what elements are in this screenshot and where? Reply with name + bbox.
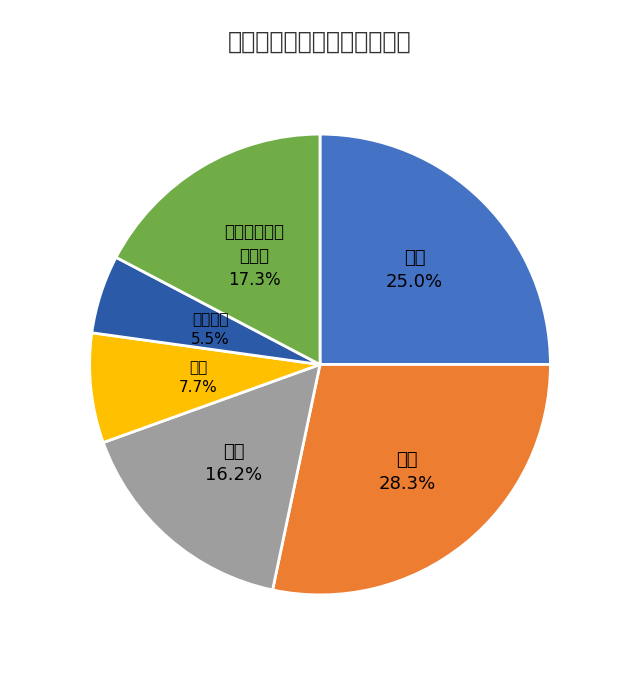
Wedge shape	[320, 134, 550, 364]
Wedge shape	[92, 257, 320, 364]
Text: ４つ
7.7%: ４つ 7.7%	[179, 360, 218, 394]
Wedge shape	[273, 364, 550, 595]
Text: ５つ以上
5.5%: ５つ以上 5.5%	[191, 312, 230, 347]
Wedge shape	[116, 134, 320, 364]
Text: ２つ
28.3%: ２つ 28.3%	[378, 451, 436, 493]
Title: いくつ習い事をしているか？: いくつ習い事をしているか？	[228, 30, 412, 54]
Text: 習い事はして
いない
17.3%: 習い事はして いない 17.3%	[225, 223, 284, 289]
Text: ３つ
16.2%: ３つ 16.2%	[205, 443, 262, 485]
Text: １つ
25.0%: １つ 25.0%	[386, 249, 443, 291]
Wedge shape	[90, 333, 320, 443]
Wedge shape	[103, 364, 320, 590]
